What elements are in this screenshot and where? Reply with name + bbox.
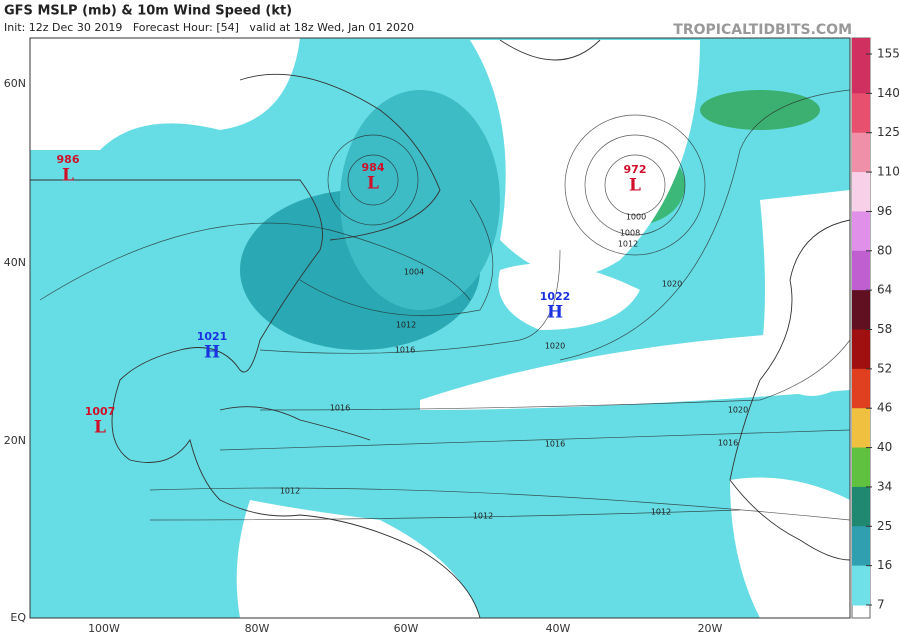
isobar-label: 1000 <box>626 213 646 222</box>
pressure-value: 972 <box>624 163 647 176</box>
isobar-label: 1016 <box>395 346 415 355</box>
colorbar-segment <box>852 54 870 94</box>
isobar-label: 1020 <box>545 342 565 351</box>
colorbar-segment <box>852 526 870 567</box>
longitude-label: 60W <box>394 622 419 635</box>
longitude-label: 40W <box>546 622 571 635</box>
isobar-label: 1016 <box>718 439 738 448</box>
isobar-label: 1012 <box>618 240 638 249</box>
colorbar-segment <box>852 172 870 212</box>
longitude-label: 80W <box>245 622 270 635</box>
colorbar-label: 7 <box>877 598 885 612</box>
longitude-label: 100W <box>88 622 120 635</box>
isobar-label: 1008 <box>620 229 640 238</box>
colorbar-segment <box>852 565 870 606</box>
colorbar-label: 52 <box>877 361 892 375</box>
colorbar-segment <box>852 486 870 527</box>
colorbar-segment <box>852 93 870 134</box>
colorbar-label: 96 <box>877 204 892 218</box>
colorbar-label: 64 <box>877 283 892 297</box>
pressure-value: 984 <box>362 161 385 174</box>
isobar-label: 1016 <box>330 404 350 413</box>
latitude-label: 60N <box>4 77 26 90</box>
colorbar-label: 140 <box>877 86 900 100</box>
isobar-label: 1004 <box>404 268 424 277</box>
colorbar-label: 16 <box>877 558 892 572</box>
map-frame <box>29 37 851 619</box>
longitude-label: 20W <box>698 622 723 635</box>
map <box>29 37 851 619</box>
pressure-value: 1007 <box>85 405 116 418</box>
isobar-label: 1020 <box>662 280 682 289</box>
colorbar-label: 125 <box>877 125 900 139</box>
colorbar-segment <box>852 290 870 330</box>
colorbar-label: 58 <box>877 322 892 336</box>
pressure-symbol: L <box>62 166 74 186</box>
isobar-label: 1012 <box>651 508 671 517</box>
colorbar-label: 25 <box>877 519 892 533</box>
colorbar-label: 40 <box>877 440 892 454</box>
isobar-label: 1012 <box>473 512 493 521</box>
site-credit: TROPICALTIDBITS.COM <box>673 22 852 38</box>
pressure-symbol: H <box>547 303 563 323</box>
colorbar-segment <box>852 447 870 488</box>
isobar-label: 1020 <box>728 406 748 415</box>
pressure-value: 1021 <box>197 330 228 343</box>
colorbar-segment <box>852 38 870 54</box>
colorbar-label: 155 <box>877 47 900 61</box>
pressure-symbol: L <box>94 418 106 438</box>
pressure-symbol: H <box>204 343 220 363</box>
pressure-value: 986 <box>57 153 80 166</box>
pressure-symbol: L <box>367 174 379 194</box>
isobar-label: 1012 <box>396 321 416 330</box>
colorbar-segment <box>852 368 870 409</box>
pressure-value: 1022 <box>540 290 571 303</box>
isobar-label: 1016 <box>545 440 565 449</box>
colorbar-label: 110 <box>877 165 900 179</box>
colorbar-segment <box>852 250 870 291</box>
colorbar-segment <box>852 211 870 252</box>
colorbar-label: 80 <box>877 243 892 257</box>
latitude-label: 20N <box>4 434 26 447</box>
latitude-label: EQ <box>10 611 26 624</box>
isobar-label: 1012 <box>280 487 300 496</box>
colorbar-label: 46 <box>877 401 892 415</box>
colorbar-segment <box>852 132 870 173</box>
pressure-symbol: L <box>629 176 641 196</box>
colorbar-label: 34 <box>877 479 892 493</box>
colorbar-segment <box>852 329 870 370</box>
colorbar-segment <box>852 408 870 449</box>
latitude-label: 40N <box>4 256 26 269</box>
title: GFS MSLP (mb) & 10m Wind Speed (kt) <box>4 4 292 19</box>
subtitle: Init: 12z Dec 30 2019 Forecast Hour: [54… <box>4 21 414 34</box>
